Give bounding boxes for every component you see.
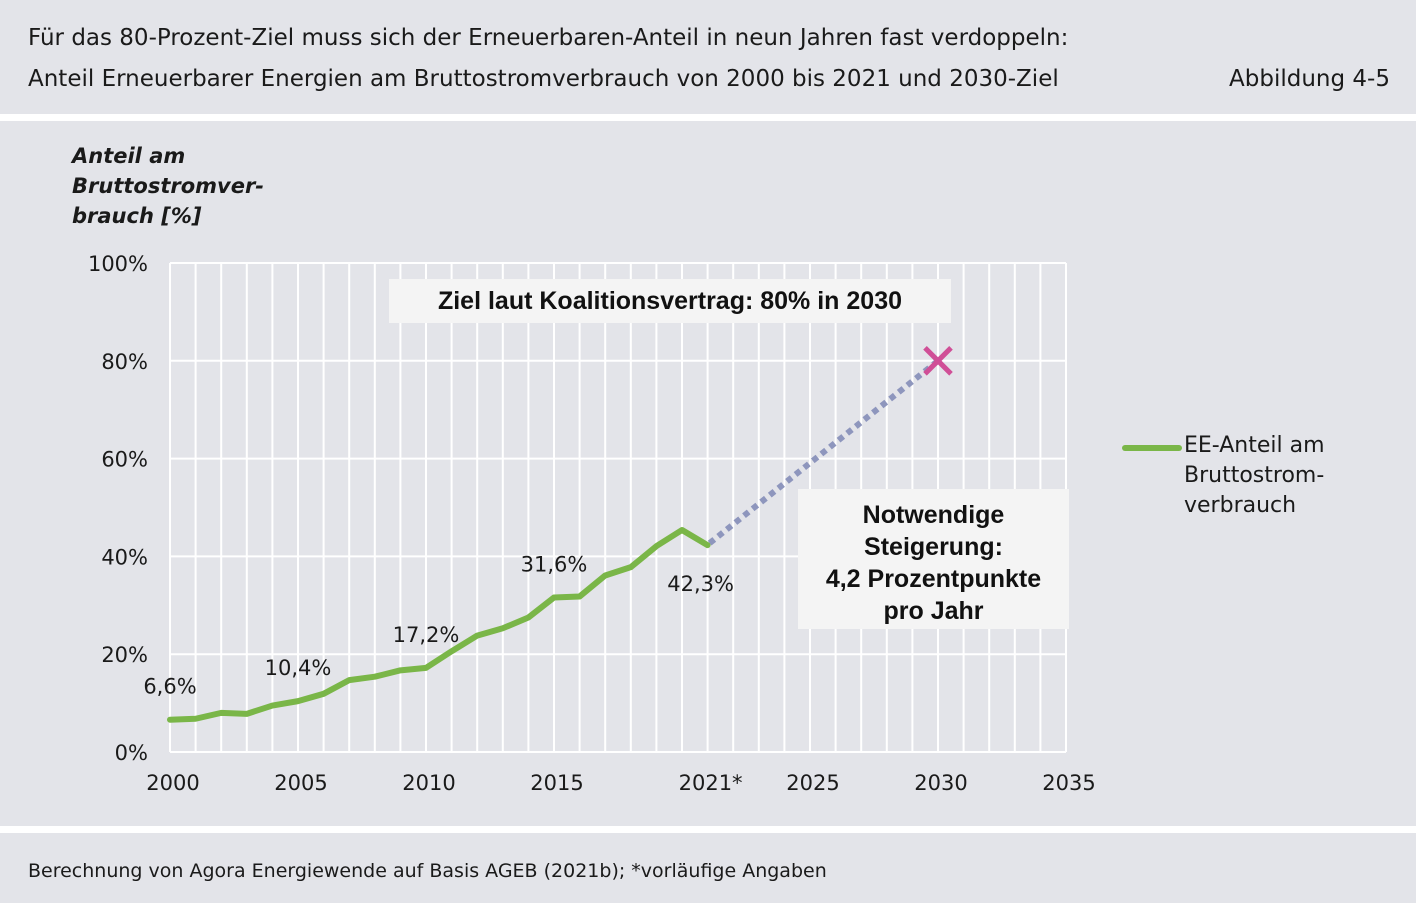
data-label: 31,6% [521,552,588,576]
x-tick-label: 2005 [274,771,327,795]
y-axis-label-line: Bruttostromver- [72,174,265,198]
data-label: 6,6% [143,675,196,699]
data-label: 10,4% [265,656,332,680]
legend-label-line: verbrauch [1184,493,1297,518]
y-tick-label: 0% [115,741,148,765]
header: Für das 80-Prozent-Ziel muss sich der Er… [0,0,1416,114]
series-layer [167,346,953,723]
legend-swatch [1122,445,1182,451]
x-tick-label: 2010 [402,771,455,795]
series-line [167,526,711,723]
y-tick-label: 60% [101,448,148,472]
rate-callout-line: pro Jahr [883,597,984,625]
chart-panel: Anteil am Bruttostromver- brauch [%] 0% 2… [0,121,1416,826]
chart-title: Für das 80-Prozent-Ziel muss sich der Er… [28,25,1069,51]
y-axis-label: Anteil am Bruttostromver- brauch [%] [72,141,312,231]
x-tick-label: 2000 [146,771,199,795]
rate-callout-line: 4,2 Prozentpunkte [825,565,1042,593]
rate-callout-line: Notwendige [862,501,1005,529]
data-label: 42,3% [667,572,734,596]
rate-callout: Notwendige Steigerung: 4,2 Prozentpunkte… [798,489,1069,629]
footer: Berechnung von Agora Energiewende auf Ba… [0,833,1416,903]
chart-subtitle: Anteil Erneuerbarer Energien am Bruttost… [28,66,1059,92]
x-tick-label: 2030 [914,771,967,795]
y-tick-label: 20% [101,643,148,667]
data-label: 17,2% [393,623,460,647]
legend-label: EE-Anteil am Bruttostrom- verbrauch [1184,431,1384,521]
legend-label-line: EE-Anteil am [1184,433,1325,458]
x-tick-label: 2025 [786,771,839,795]
y-tick-label: 100% [88,252,148,276]
rate-callout-line: Steigerung: [864,533,1003,561]
x-tick-label: 2035 [1042,771,1095,795]
legend-label-line: Bruttostrom- [1184,463,1325,488]
y-tick-label: 40% [101,545,148,569]
y-axis-label-line: brauch [%] [72,204,202,228]
y-tick-label: 80% [101,350,148,374]
target-marker-stroke [923,346,953,376]
x-tick-label: 2015 [530,771,583,795]
figure-number: Abbildung 4-5 [1229,66,1390,92]
target-marker-x [923,346,953,376]
x-axis-ticks: 2000 2005 2010 2015 2021* 2025 2030 2035 [146,771,1095,795]
y-axis-ticks: 0% 20% 40% 60% 80% 100% [88,252,148,765]
source-note: Berechnung von Agora Energiewende auf Ba… [28,860,827,882]
data-labels: 6,6% 10,4% 17,2% 31,6% 42,3% [143,552,734,698]
x-tick-label: 2021* [679,771,743,795]
target-callout: Ziel laut Koalitionsvertrag: 80% in 2030 [389,279,951,323]
y-axis-label-line: Anteil am [72,144,186,168]
projection-line [707,358,940,546]
